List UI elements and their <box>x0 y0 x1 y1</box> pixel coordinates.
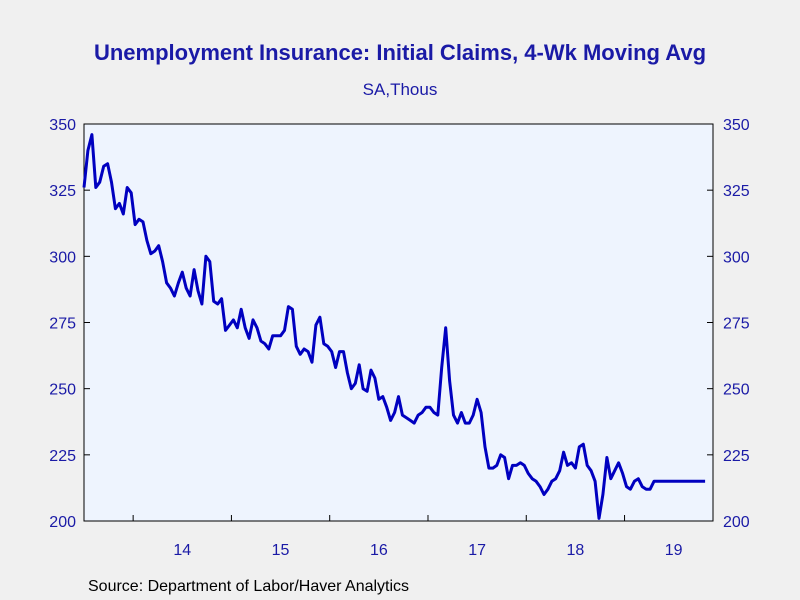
left-y-tick-label: 250 <box>49 382 76 399</box>
x-tick-label: 19 <box>665 542 683 559</box>
x-tick-label: 16 <box>370 542 388 559</box>
chart-subtitle: SA,Thous <box>362 80 438 99</box>
left-y-tick-label: 275 <box>49 316 76 333</box>
right-y-tick-label: 275 <box>723 316 750 333</box>
right-y-tick-label: 325 <box>723 183 750 200</box>
left-y-tick-label: 200 <box>49 514 76 531</box>
x-axis: 14 15 16 17 18 19 <box>132 515 683 559</box>
x-tick-label: 15 <box>272 542 290 559</box>
left-y-tick-label: 350 <box>49 117 76 134</box>
x-tick-label: 14 <box>173 542 191 559</box>
left-y-tick-label: 325 <box>49 183 76 200</box>
x-tick-label: 18 <box>567 542 585 559</box>
left-y-axis: 200 225 250 275 300 325 350 <box>49 117 90 531</box>
left-y-tick-label: 225 <box>49 448 76 465</box>
right-y-tick-label: 200 <box>723 514 750 531</box>
right-y-tick-label: 225 <box>723 448 750 465</box>
plot-area <box>83 123 714 522</box>
right-y-tick-label: 350 <box>723 117 750 134</box>
left-y-tick-label: 300 <box>49 249 76 266</box>
chart-title: Unemployment Insurance: Initial Claims, … <box>93 40 707 65</box>
series-line <box>82 133 706 520</box>
x-tick-label: 17 <box>468 542 486 559</box>
right-y-axis: 200 225 250 275 300 325 350 <box>707 117 750 531</box>
right-y-tick-label: 250 <box>723 382 750 399</box>
source-note: Source: Department of Labor/Haver Analyt… <box>88 578 410 595</box>
right-y-tick-label: 300 <box>723 249 750 266</box>
